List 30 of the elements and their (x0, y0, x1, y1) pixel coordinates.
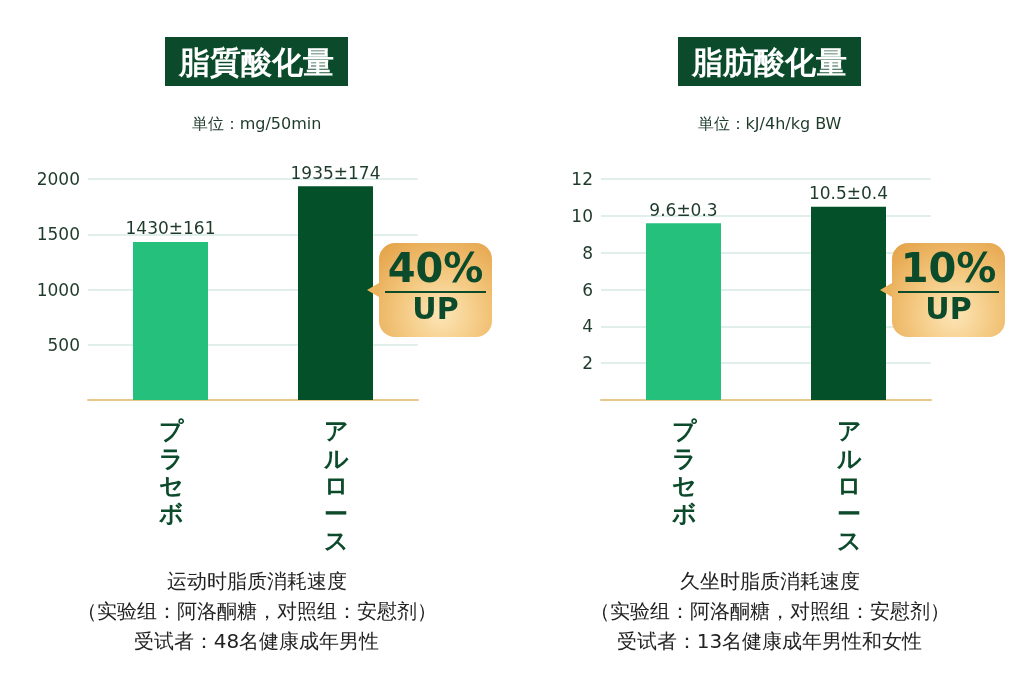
data-label: 10.5±0.4 (808, 183, 889, 204)
data-label: 1935±174 (290, 162, 381, 183)
y-tick-label: 500 (47, 334, 80, 355)
y-tick-label: 10 (571, 205, 593, 226)
x-tick-label: アルロース (836, 417, 862, 556)
text: 久坐时脂质消耗速度 (679, 569, 860, 593)
y-tick-label: 1000 (36, 279, 80, 300)
text: （实验组：阿洛酮糖，对照组：安慰剂） (76, 599, 437, 623)
y-tick-label: 8 (582, 242, 593, 263)
text: 运动时脂质消耗速度 (166, 569, 347, 593)
y-tick-label: 6 (582, 279, 593, 300)
x-tick-label: プラセボ (671, 417, 697, 529)
text: 受试者：13名健康成年男性和女性 (616, 629, 923, 653)
y-tick-label: 2 (582, 353, 593, 374)
chart-title: 脂肪酸化量 (691, 43, 847, 80)
chart-title: 脂質酸化量 (178, 43, 334, 80)
y-tick-label: 4 (582, 316, 593, 337)
annotation: 10% UP (899, 244, 998, 326)
data-label: 1430±161 (125, 218, 216, 239)
text: 受试者：48名健康成年男性 (133, 629, 380, 653)
text: （实验组：阿洛酮糖，对照组：安慰剂） (589, 599, 950, 623)
chart-subtitle: 単位：kJ/4h/kg BW (697, 113, 842, 133)
y-tick-label: 1500 (36, 224, 80, 245)
chart-subtitle: 単位：mg/50min (191, 113, 322, 133)
x-tick-label: プラセボ (158, 417, 184, 529)
y-tick-label: 2000 (36, 169, 80, 189)
annotation: 40% UP (386, 244, 485, 326)
x-tick-label: アルロース (323, 417, 349, 556)
y-tick-label: 12 (571, 169, 593, 189)
data-label: 9.6±0.3 (649, 199, 718, 220)
